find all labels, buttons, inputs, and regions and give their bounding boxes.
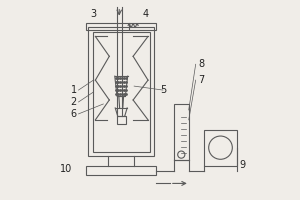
Text: 3: 3 xyxy=(90,9,97,19)
Text: 8: 8 xyxy=(199,59,205,69)
Text: 10: 10 xyxy=(59,164,72,174)
Bar xyxy=(86,166,156,175)
Bar xyxy=(204,130,237,166)
Text: 1: 1 xyxy=(70,85,76,95)
Text: 4: 4 xyxy=(143,9,149,19)
Text: 6: 6 xyxy=(70,109,76,119)
Bar xyxy=(174,104,189,160)
Bar xyxy=(86,23,156,30)
Text: 9: 9 xyxy=(239,160,245,170)
Text: 7: 7 xyxy=(199,75,205,85)
Bar xyxy=(88,27,154,156)
Bar xyxy=(117,116,126,124)
Text: 5: 5 xyxy=(160,85,166,95)
Text: 2: 2 xyxy=(70,97,77,107)
Bar xyxy=(93,32,150,152)
